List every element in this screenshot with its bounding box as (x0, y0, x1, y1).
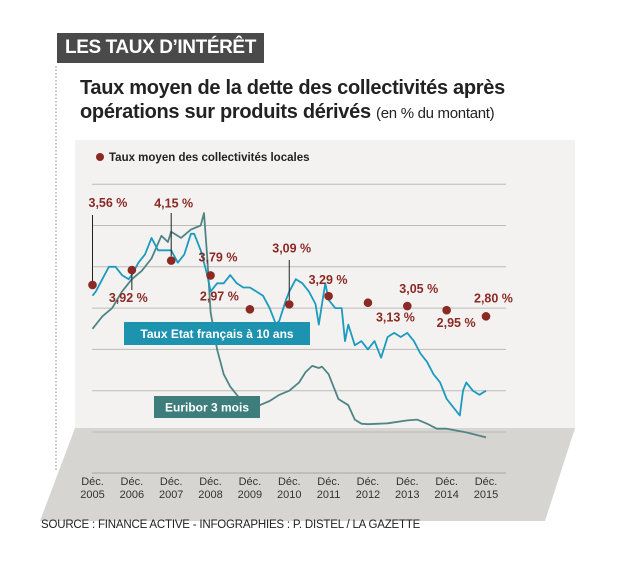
title-line-2: opérations sur produits dérivés (en % du… (80, 100, 505, 126)
data-label: 3,13 % (376, 311, 415, 325)
x-tick-label: Déc. (239, 476, 262, 488)
legend-label: Taux moyen des collectivités locales (109, 152, 310, 164)
series-label: Euribor 3 mois (165, 401, 249, 415)
data-point (363, 298, 373, 308)
data-label: 2,80 % (474, 291, 513, 305)
data-label: 3,92 % (109, 291, 148, 305)
series-label-box (154, 396, 260, 418)
data-label: 3,56 % (89, 196, 128, 210)
x-tick-label: Déc. (278, 476, 301, 488)
data-point (166, 256, 176, 265)
x-tick-label: 2014 (434, 489, 458, 501)
data-point (442, 305, 451, 315)
x-tick-label: 2006 (120, 489, 144, 501)
x-tick-label: 2008 (198, 489, 222, 501)
title-line-2-text: opérations sur produits dérivés (80, 101, 371, 123)
x-tick-label: 2010 (277, 489, 301, 501)
x-tick-label: 2007 (159, 489, 183, 501)
data-point (127, 265, 137, 275)
x-tick-label: 2012 (356, 489, 380, 501)
data-point (284, 300, 294, 309)
legend-dot-icon (96, 153, 104, 161)
chart-title: Taux moyen de la dette des collectivités… (80, 76, 505, 126)
data-label: 3,05 % (399, 282, 438, 296)
x-tick-label: 2013 (395, 489, 419, 501)
source-credit: SOURCE : FINANCE ACTIVE - INFOGRAPHIES :… (41, 519, 421, 531)
series-line-oat-10y (91, 232, 487, 417)
x-tick-label: 2009 (238, 489, 262, 501)
x-tick-label: 2011 (317, 489, 341, 501)
data-label: 2,95 % (437, 316, 476, 330)
data-label: 3,29 % (309, 273, 348, 287)
x-tick-label: 2015 (474, 489, 498, 501)
x-tick-label: Déc. (81, 476, 104, 488)
x-tick-label: Déc. (396, 476, 419, 488)
data-point (403, 301, 412, 311)
title-unit: (en % du montant) (376, 105, 495, 122)
data-point (481, 312, 491, 321)
data-label: 4,15 % (154, 197, 193, 211)
series-line-euribor (91, 212, 487, 439)
x-tick-label: Déc. (199, 476, 222, 488)
x-tick-label: 2005 (80, 489, 104, 501)
x-tick-label: Déc. (121, 476, 144, 488)
series-label-box (124, 322, 310, 345)
data-point (324, 291, 333, 301)
data-label: 3,09 % (272, 241, 311, 255)
x-tick-label: Déc. (160, 476, 183, 488)
x-tick-label: Déc. (357, 476, 380, 488)
title-line-1: Taux moyen de la dette des collectivités… (80, 77, 505, 99)
data-label: 2,97 % (200, 289, 239, 303)
section-tag: LES TAUX D’INTÉRÊT (57, 33, 264, 63)
x-tick-label: Déc. (317, 476, 340, 488)
data-label: 3,79 % (199, 250, 238, 264)
chart-floor (40, 428, 575, 521)
data-point (245, 305, 255, 314)
data-point (206, 271, 215, 280)
x-tick-label: Déc. (475, 476, 498, 488)
series-label: Taux Etat français à 10 ans (140, 327, 294, 341)
x-tick-label: Déc. (435, 476, 458, 488)
data-point (88, 280, 97, 290)
